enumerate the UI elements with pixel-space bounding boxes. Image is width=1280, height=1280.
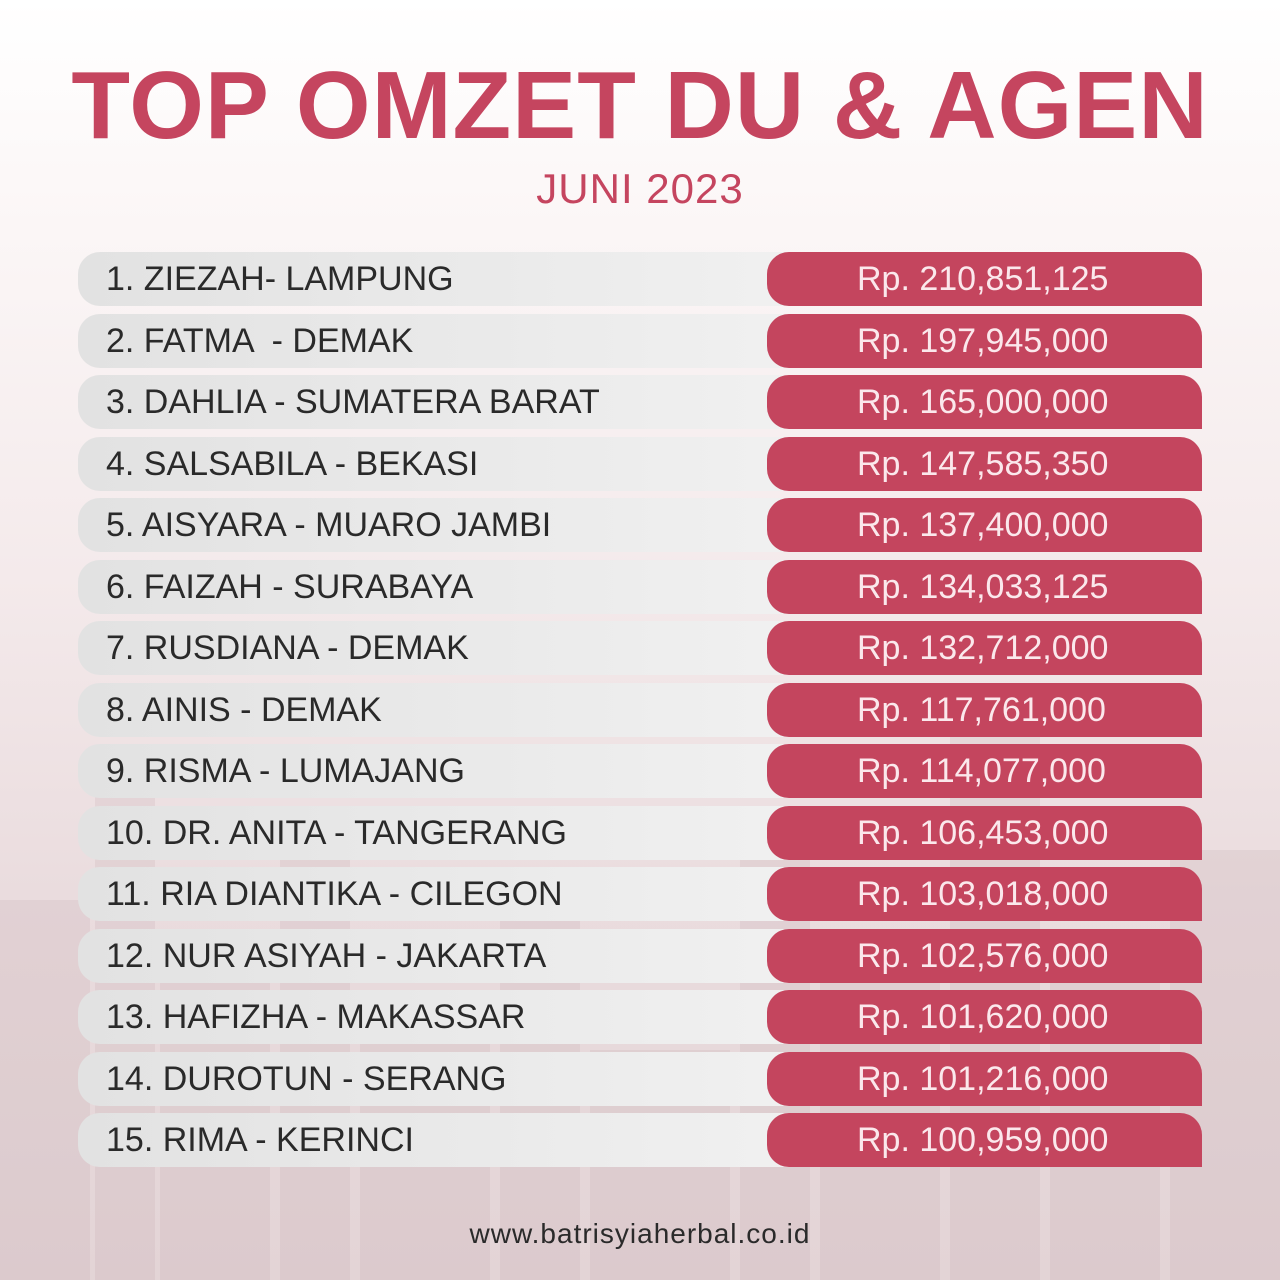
agent-name: 14. DUROTUN - SERANG — [106, 1059, 507, 1098]
amount-bar: Rp. 102,576,000 — [767, 928, 1202, 983]
ranking-row: 5. AISYARA - MUARO JAMBI Rp. 137,400,000 — [78, 498, 1202, 552]
agent-name: 15. RIMA - KERINCI — [106, 1121, 414, 1159]
agent-name: 8. AINIS - DEMAK — [106, 690, 382, 729]
ranking-list: 1. ZIEZAH- LAMPUNG Rp. 210,851,125 2. FATM… — [78, 252, 1202, 1175]
ranking-row: 13. HAFIZHA - MAKASSAR Rp. 101,620,000 — [78, 990, 1202, 1044]
amount-bar: Rp. 106,453,000 — [767, 805, 1202, 860]
agent-name: 4. SALSABILA - BEKASI — [106, 444, 479, 483]
agent-name: 13. HAFIZHA - MAKASSAR — [106, 998, 526, 1036]
omzet-amount: Rp. 100,959,000 — [857, 1121, 1109, 1159]
omzet-amount: Rp. 117,761,000 — [857, 690, 1106, 729]
name-bar: 9. RISMA - LUMAJANG — [78, 744, 818, 798]
page-subtitle: JUNI 2023 — [536, 165, 744, 212]
name-bar: 10. DR. ANITA - TANGERANG — [78, 805, 818, 860]
amount-bar: Rp. 147,585,350 — [767, 436, 1202, 491]
omzet-amount: Rp. 132,712,000 — [857, 629, 1109, 667]
amount-bar: Rp. 210,851,125 — [767, 252, 1202, 306]
omzet-amount: Rp. 210,851,125 — [857, 260, 1109, 298]
name-bar: 15. RIMA - KERINCI — [78, 1113, 818, 1167]
omzet-amount: Rp. 197,945,000 — [857, 321, 1109, 360]
name-bar: 13. HAFIZHA - MAKASSAR — [78, 990, 818, 1044]
omzet-amount: Rp. 101,216,000 — [857, 1059, 1109, 1098]
name-bar: 12. NUR ASIYAH - JAKARTA — [78, 928, 818, 983]
ranking-row: 8. AINIS - DEMAK Rp. 117,761,000 — [78, 682, 1202, 737]
ranking-row: 12. NUR ASIYAH - JAKARTA Rp. 102,576,000 — [78, 928, 1202, 983]
agent-name: 6. FAIZAH - SURABAYA — [106, 567, 474, 606]
name-bar: 6. FAIZAH - SURABAYA — [78, 559, 818, 614]
amount-bar: Rp. 117,761,000 — [767, 682, 1202, 737]
omzet-amount: Rp. 147,585,350 — [857, 444, 1109, 483]
amount-bar: Rp. 101,216,000 — [767, 1051, 1202, 1106]
amount-bar: Rp. 103,018,000 — [767, 867, 1202, 921]
omzet-amount: Rp. 137,400,000 — [857, 506, 1109, 544]
agent-name: 2. FATMA - DEMAK — [106, 321, 414, 360]
omzet-amount: Rp. 102,576,000 — [857, 936, 1109, 975]
name-bar: 4. SALSABILA - BEKASI — [78, 436, 818, 491]
agent-name: 5. AISYARA - MUARO JAMBI — [106, 506, 552, 544]
omzet-amount: Rp. 106,453,000 — [857, 813, 1109, 852]
amount-bar: Rp. 134,033,125 — [767, 559, 1202, 614]
website-url: www.batrisyiaherbal.co.id — [469, 1218, 811, 1249]
name-bar: 1. ZIEZAH- LAMPUNG — [78, 252, 818, 306]
agent-name: 1. ZIEZAH- LAMPUNG — [106, 260, 454, 298]
name-bar: 11. RIA DIANTIKA - CILEGON — [78, 867, 818, 921]
amount-bar: Rp. 101,620,000 — [767, 990, 1202, 1044]
ranking-row: 15. RIMA - KERINCI Rp. 100,959,000 — [78, 1113, 1202, 1167]
name-bar: 14. DUROTUN - SERANG — [78, 1051, 818, 1106]
omzet-amount: Rp. 114,077,000 — [857, 752, 1106, 790]
agent-name: 7. RUSDIANA - DEMAK — [106, 629, 469, 667]
amount-bar: Rp. 165,000,000 — [767, 375, 1202, 429]
ranking-row: 3. DAHLIA - SUMATERA BARAT Rp. 165,000,00… — [78, 375, 1202, 429]
omzet-amount: Rp. 103,018,000 — [857, 875, 1109, 913]
name-bar: 5. AISYARA - MUARO JAMBI — [78, 498, 818, 552]
name-bar: 2. FATMA - DEMAK — [78, 313, 818, 368]
ranking-row: 11. RIA DIANTIKA - CILEGON Rp. 103,018,00… — [78, 867, 1202, 921]
amount-bar: Rp. 100,959,000 — [767, 1113, 1202, 1167]
ranking-row: 6. FAIZAH - SURABAYA Rp. 134,033,125 — [78, 559, 1202, 614]
page-title: TOP OMZET DU & AGEN — [71, 52, 1209, 159]
ranking-row: 10. DR. ANITA - TANGERANG Rp. 106,453,000 — [78, 805, 1202, 860]
agent-name: 11. RIA DIANTIKA - CILEGON — [106, 875, 563, 913]
ranking-row: 14. DUROTUN - SERANG Rp. 101,216,000 — [78, 1051, 1202, 1106]
amount-bar: Rp. 114,077,000 — [767, 744, 1202, 798]
name-bar: 7. RUSDIANA - DEMAK — [78, 621, 818, 675]
agent-name: 3. DAHLIA - SUMATERA BARAT — [106, 383, 600, 421]
ranking-row: 2. FATMA - DEMAK Rp. 197,945,000 — [78, 313, 1202, 368]
ranking-row: 9. RISMA - LUMAJANG Rp. 114,077,000 — [78, 744, 1202, 798]
name-bar: 8. AINIS - DEMAK — [78, 682, 818, 737]
amount-bar: Rp. 137,400,000 — [767, 498, 1202, 552]
omzet-amount: Rp. 165,000,000 — [857, 383, 1109, 421]
agent-name: 12. NUR ASIYAH - JAKARTA — [106, 936, 547, 975]
omzet-amount: Rp. 134,033,125 — [857, 567, 1109, 606]
omzet-amount: Rp. 101,620,000 — [857, 998, 1109, 1036]
amount-bar: Rp. 132,712,000 — [767, 621, 1202, 675]
agent-name: 10. DR. ANITA - TANGERANG — [106, 813, 567, 852]
amount-bar: Rp. 197,945,000 — [767, 313, 1202, 368]
ranking-row: 7. RUSDIANA - DEMAK Rp. 132,712,000 — [78, 621, 1202, 675]
ranking-row: 4. SALSABILA - BEKASI Rp. 147,585,350 — [78, 436, 1202, 491]
agent-name: 9. RISMA - LUMAJANG — [106, 752, 465, 790]
name-bar: 3. DAHLIA - SUMATERA BARAT — [78, 375, 818, 429]
ranking-row: 1. ZIEZAH- LAMPUNG Rp. 210,851,125 — [78, 252, 1202, 306]
